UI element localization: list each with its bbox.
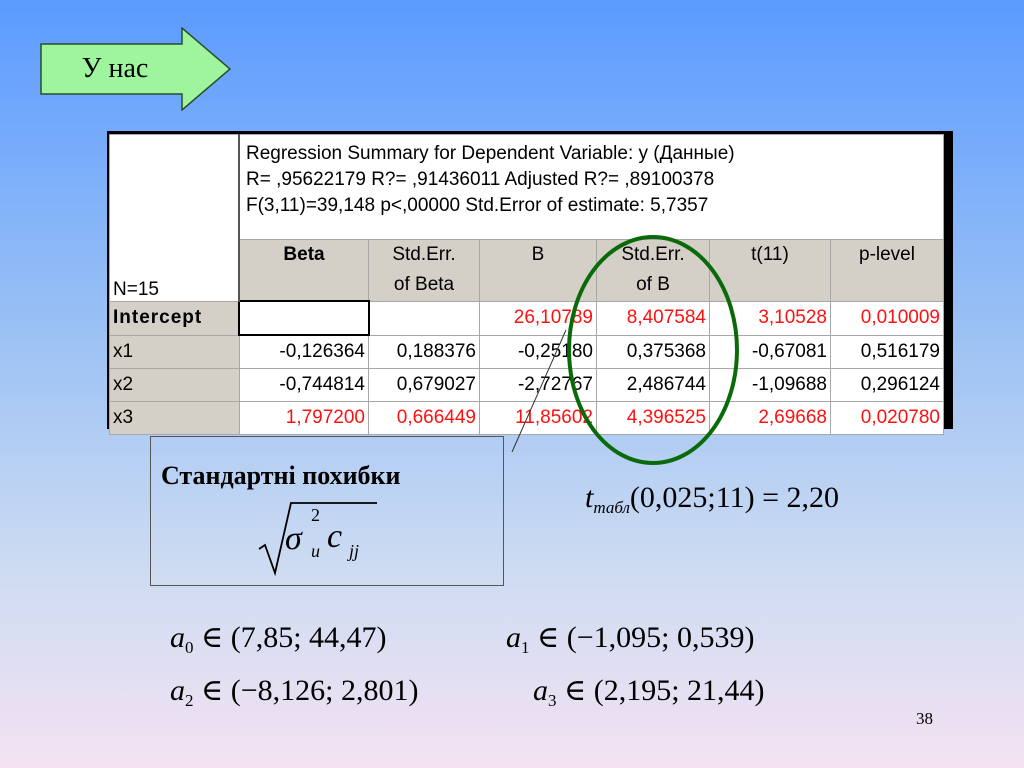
column-header-t[interactable]: t(11): [709, 239, 831, 302]
column-header-p-level[interactable]: p-level: [830, 239, 944, 302]
table-cell[interactable]: 2,486744: [596, 368, 710, 402]
table-cell[interactable]: [368, 300, 480, 336]
row-label-x3[interactable]: x3: [109, 401, 240, 435]
summary-line: F(3,11)=39,148 p<,00000 Std.Error of est…: [246, 195, 709, 216]
table-cell[interactable]: 1,797200: [238, 401, 369, 435]
regression-table: N=15 Regression Summary for Dependent Va…: [109, 134, 944, 435]
regression-summary: Regression Summary for Dependent Variabl…: [238, 134, 944, 240]
right-arrow-icon: [40, 27, 232, 111]
c-symbol: c: [327, 518, 342, 555]
arrow-label-text: У нас: [81, 53, 149, 84]
table-row: x3 1,797200 0,666449 11,85602 4,396525 2…: [109, 401, 944, 435]
table-cell[interactable]: -0,67081: [709, 334, 831, 369]
arrow-label-shape: У нас: [40, 27, 232, 111]
t-table-formula: tтабл(0,025;11) = 2,20: [585, 481, 839, 518]
t-subscript: табл: [593, 498, 630, 517]
table-cell[interactable]: 0,375368: [596, 334, 710, 369]
table-cell[interactable]: 2,69668: [709, 401, 831, 435]
interval-a3: a3 ∈ (2,195; 21,44): [533, 674, 765, 710]
row-label-intercept[interactable]: Intercept: [109, 300, 240, 336]
table-row: Intercept 26,10789 8,407584 3,10528 0,01…: [109, 300, 944, 336]
column-header-b[interactable]: B: [479, 239, 597, 302]
column-header-std-err-beta[interactable]: Std.Err. of Beta: [368, 239, 480, 302]
table-cell[interactable]: 0,010009: [830, 300, 944, 336]
sqrt-formula: σ 2 u c jj: [258, 502, 377, 577]
standard-errors-box: Стандартні похибки σ 2 u c jj: [150, 436, 504, 586]
t-value: (0,025;11) = 2,20: [629, 481, 839, 514]
table-cell[interactable]: 0,679027: [368, 368, 480, 402]
table-cell[interactable]: 0,516179: [830, 334, 944, 369]
table-cell-selected[interactable]: [238, 300, 370, 336]
interval-a2: a2 ∈ (−8,126; 2,801): [170, 674, 419, 710]
table-cell[interactable]: 8,407584: [596, 300, 710, 336]
table-cell[interactable]: 0,188376: [368, 334, 480, 369]
sigma-subscript: u: [311, 541, 320, 561]
standard-errors-title: Стандартні похибки: [161, 461, 401, 490]
summary-line: Regression Summary for Dependent Variabl…: [246, 143, 735, 164]
summary-line: R= ,95622179 R?= ,91436011 Adjusted R?= …: [246, 169, 715, 190]
column-header-beta[interactable]: Beta: [238, 239, 369, 302]
highlight-ellipse: [567, 235, 739, 465]
row-label-x1[interactable]: x1: [109, 334, 240, 369]
t-symbol: t: [585, 481, 594, 514]
table-cell[interactable]: 0,020780: [830, 401, 944, 435]
sigma-symbol: σ: [285, 520, 303, 557]
table-cell[interactable]: 4,396525: [596, 401, 710, 435]
table-cell[interactable]: -0,744814: [238, 368, 369, 402]
table-cell[interactable]: 0,666449: [368, 401, 480, 435]
regression-table-frame: N=15 Regression Summary for Dependent Va…: [107, 131, 953, 435]
interval-a0: a0 ∈ (7,85; 44,47): [170, 621, 387, 657]
interval-a1: a1 ∈ (−1,095; 0,539): [506, 621, 755, 657]
row-label-x2[interactable]: x2: [109, 368, 240, 402]
sigma-superscript: 2: [311, 505, 320, 525]
table-row: x2 -0,744814 0,679027 -2,72767 2,486744 …: [109, 368, 944, 402]
table-row: x1 -0,126364 0,188376 -0,25180 0,375368 …: [109, 334, 944, 369]
n-label-cell: N=15: [109, 134, 240, 302]
c-subscript: jj: [347, 541, 359, 561]
table-cell[interactable]: 0,296124: [830, 368, 944, 402]
table-cell[interactable]: -0,126364: [238, 334, 369, 369]
page-number: 38: [916, 709, 933, 728]
n-label: N=15: [113, 278, 159, 300]
